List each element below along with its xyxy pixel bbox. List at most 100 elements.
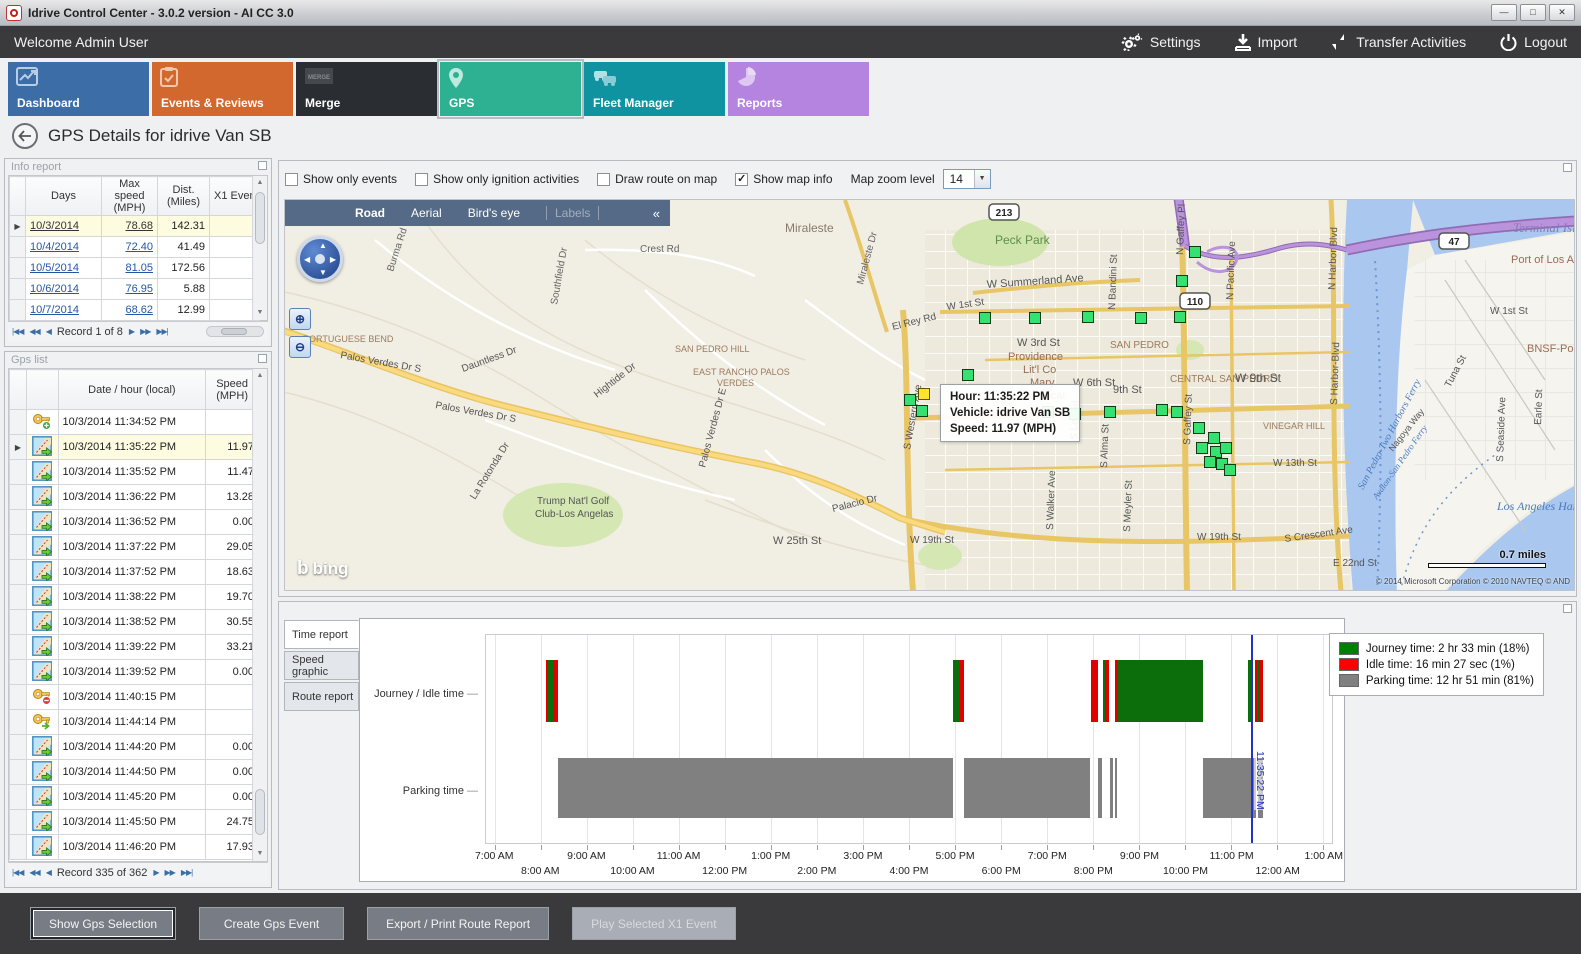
gps-row[interactable]: 10/3/2014 11:45:50 PM 24.75 (9, 809, 259, 835)
day-link[interactable]: 10/6/2014 (30, 283, 79, 295)
day-link[interactable]: 10/7/2014 (30, 304, 79, 316)
checkbox-box[interactable]: ✓ (735, 172, 749, 186)
pager-last-icon[interactable]: ▶▶| (180, 868, 193, 877)
gps-row[interactable]: 10/3/2014 11:39:22 PM 33.21 (9, 634, 259, 660)
back-button[interactable] (12, 123, 38, 149)
gps-marker[interactable] (979, 312, 991, 324)
panel-pin-icon[interactable] (258, 354, 267, 363)
nav-tab-gps[interactable]: GPS (437, 59, 584, 119)
gps-marker[interactable] (1204, 456, 1216, 468)
table-row[interactable]: 10/4/2014 72.40 41.49 (9, 236, 260, 258)
pager-prev-icon[interactable]: ◀ (45, 327, 52, 336)
info-table-scrollbar[interactable]: ▲ ▼ (252, 176, 267, 320)
gps-marker[interactable] (1196, 442, 1208, 454)
maximize-button[interactable]: □ (1520, 4, 1546, 21)
max-speed-link[interactable]: 78.68 (125, 220, 153, 232)
column-header[interactable]: Days (25, 176, 102, 216)
nav-tab-fleet-manager[interactable]: Fleet Manager (584, 62, 725, 116)
checkbox-box[interactable] (285, 172, 298, 186)
column-header[interactable]: Dist. (Miles) (157, 176, 210, 216)
gps-marker[interactable] (1224, 464, 1236, 476)
table-row[interactable]: 10/6/2014 76.95 5.88 (9, 278, 260, 300)
gps-marker[interactable] (916, 405, 928, 417)
scroll-thumb[interactable] (255, 192, 265, 244)
import-button[interactable]: Import (1234, 33, 1297, 51)
pager-first-icon[interactable]: |◀◀ (12, 327, 24, 336)
pager-first-icon[interactable]: |◀◀ (12, 868, 24, 877)
logout-button[interactable]: Logout (1500, 33, 1567, 51)
gps-row[interactable]: 10/3/2014 11:38:52 PM 30.55 (9, 609, 259, 635)
gps-row[interactable]: 10/3/2014 11:38:22 PM 19.70 (9, 584, 259, 610)
gps-marker[interactable] (904, 394, 916, 406)
max-speed-link[interactable]: 76.95 (125, 283, 153, 295)
tab-speed-graphic[interactable]: Speed graphic (284, 651, 359, 680)
gps-marker[interactable] (1174, 311, 1186, 323)
pager-next-icon[interactable]: ▶ (153, 868, 159, 877)
export-print-route-report-button[interactable]: Export / Print Route Report (367, 907, 550, 940)
gps-table-scrollbar[interactable]: ▲ ▼ (252, 369, 267, 861)
close-button[interactable]: ✕ (1549, 4, 1575, 21)
panel-pin-icon[interactable] (258, 161, 267, 170)
bing-map[interactable]: Miraleste Crest Rd Burma Rd Southfield Dr Mi… (284, 199, 1575, 591)
column-header[interactable]: Speed (MPH) (205, 369, 259, 410)
gps-row[interactable]: 10/3/2014 11:44:14 PM (9, 709, 259, 735)
settings-button[interactable]: Settings (1121, 33, 1201, 51)
gps-row[interactable]: 10/3/2014 11:39:52 PM 0.00 (9, 659, 259, 685)
gps-marker[interactable] (1176, 275, 1188, 287)
map-style-labels[interactable]: Labels (546, 206, 600, 220)
tab-time-report[interactable]: Time report (284, 620, 359, 649)
pager-last-icon[interactable]: ▶▶| (156, 327, 168, 336)
gps-marker[interactable] (1135, 312, 1147, 324)
checkbox-show-only-ignition-activities[interactable]: Show only ignition activities (415, 172, 579, 186)
create-gps-event-button[interactable]: Create Gps Event (199, 907, 345, 940)
nav-tab-dashboard[interactable]: Dashboard (8, 62, 149, 116)
gps-row[interactable]: 10/3/2014 11:34:52 PM (9, 409, 259, 435)
gps-row[interactable]: 10/3/2014 11:44:50 PM 0.00 (9, 759, 259, 785)
gps-row[interactable]: 10/3/2014 11:36:52 PM 0.00 (9, 509, 259, 535)
map-zoom-out-button[interactable]: ⊖ (289, 336, 311, 358)
checkbox-show-map-info[interactable]: ✓ Show map info (735, 172, 833, 186)
gps-marker[interactable] (962, 369, 974, 381)
checkbox-box[interactable] (597, 172, 611, 186)
gps-marker[interactable] (1171, 406, 1183, 418)
map-style-aerial[interactable]: Aerial (411, 206, 442, 220)
scroll-thumb[interactable] (255, 789, 265, 835)
nav-tab-events-reviews[interactable]: Events & Reviews (152, 62, 293, 116)
pan-down-icon[interactable]: ▼ (319, 268, 327, 277)
max-speed-link[interactable]: 72.40 (125, 241, 153, 253)
table-row[interactable]: 10/7/2014 68.62 12.99 (9, 299, 260, 321)
pan-right-icon[interactable]: ▶ (329, 255, 336, 264)
pan-up-icon[interactable]: ▲ (319, 241, 327, 250)
day-link[interactable]: 10/4/2014 (30, 241, 79, 253)
checkbox-draw-route-on-map[interactable]: Draw route on map (597, 172, 717, 186)
tab-route-report[interactable]: Route report (284, 682, 359, 711)
panel-pin-icon[interactable] (1563, 163, 1572, 172)
pager-rewind-icon[interactable]: ◀◀ (29, 868, 40, 877)
gps-row[interactable]: 10/3/2014 11:46:20 PM 17.93 (9, 834, 259, 860)
pager-hscrollbar[interactable] (206, 326, 264, 337)
column-header[interactable]: Date / hour (local) (57, 369, 207, 410)
column-header[interactable]: Max speed (MPH) (101, 176, 158, 216)
gps-marker[interactable] (1193, 422, 1205, 434)
pager-next-icon[interactable]: ▶ (128, 327, 135, 336)
pager-rewind-icon[interactable]: ◀◀ (29, 327, 40, 336)
toolbar-collapse-button[interactable]: « (652, 205, 660, 221)
pager-forward-icon[interactable]: ▶▶ (140, 327, 151, 336)
checkbox-show-only-events[interactable]: Show only events (285, 172, 397, 186)
gps-row[interactable]: 10/3/2014 11:37:52 PM 18.63 (9, 559, 259, 585)
gps-row[interactable]: 10/3/2014 11:35:52 PM 11.47 (9, 459, 259, 485)
gps-marker[interactable] (1156, 404, 1168, 416)
max-speed-link[interactable]: 68.62 (125, 304, 153, 316)
map-zoom-in-button[interactable]: ⊕ (289, 308, 311, 330)
gps-row[interactable]: 10/3/2014 11:40:15 PM (9, 684, 259, 710)
day-link[interactable]: 10/3/2014 (30, 220, 79, 232)
map-zoom-select[interactable]: 14 ▼ (942, 169, 991, 189)
gps-row[interactable]: 10/3/2014 11:37:22 PM 29.05 (9, 534, 259, 560)
transfer-activities-button[interactable]: Transfer Activities (1331, 33, 1466, 51)
table-row[interactable]: ▶ 10/3/2014 78.68 142.31 (9, 215, 260, 237)
map-style-bird-s-eye[interactable]: Bird's eye (467, 206, 520, 220)
nav-tab-reports[interactable]: Reports (728, 62, 869, 116)
day-link[interactable]: 10/5/2014 (30, 262, 79, 274)
max-speed-link[interactable]: 81.05 (125, 262, 153, 274)
pager-forward-icon[interactable]: ▶▶ (164, 868, 176, 877)
